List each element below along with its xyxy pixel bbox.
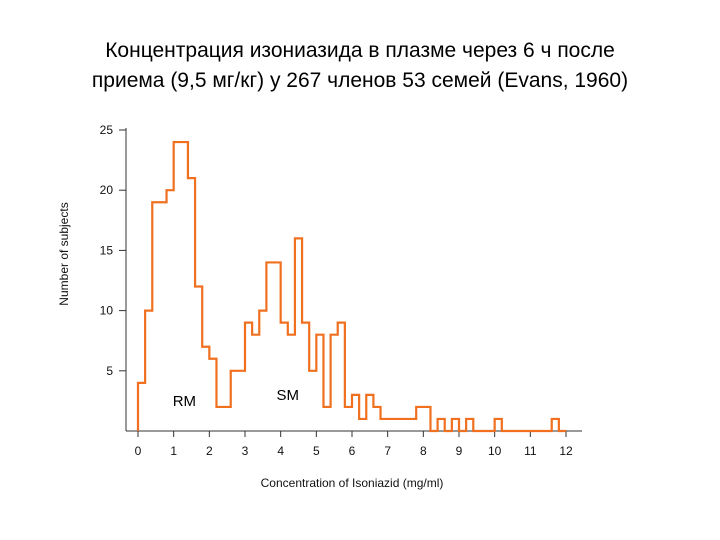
y-tick-label: 5 — [106, 364, 113, 378]
histogram-bin — [231, 371, 238, 431]
histogram-bin — [274, 262, 281, 431]
histogram-bin — [238, 371, 245, 431]
x-tick-label: 1 — [170, 444, 177, 458]
x-tick-label: 7 — [384, 444, 391, 458]
x-tick-label: 12 — [559, 444, 573, 458]
histogram-bin — [366, 395, 373, 431]
histogram-bin — [181, 142, 188, 431]
chart-annotations: RM SM — [173, 387, 299, 410]
histogram-bin — [266, 262, 273, 431]
histogram-bin — [159, 202, 166, 431]
y-tick-label: 20 — [100, 183, 114, 197]
x-tick-label: 5 — [313, 444, 320, 458]
histogram-bin — [359, 419, 366, 431]
x-tick-label: 8 — [420, 444, 427, 458]
title-line-2: приема (9,5 мг/кг) у 267 членов 53 семей… — [91, 69, 629, 92]
x-tick-label: 9 — [456, 444, 463, 458]
histogram-bin — [138, 383, 145, 431]
histogram-bin — [252, 335, 259, 431]
histogram-bin — [388, 419, 395, 431]
histogram-bin — [281, 323, 288, 431]
annotation-sm: SM — [277, 387, 300, 404]
histogram-bin — [195, 287, 202, 431]
histogram-bin — [309, 371, 316, 431]
x-tick-label: 3 — [242, 444, 249, 458]
histogram-bin — [352, 395, 359, 431]
histogram-bin — [316, 335, 323, 431]
histogram-bin — [145, 311, 152, 431]
histogram-bin — [416, 407, 423, 431]
histogram-bin — [202, 347, 209, 431]
histogram-bin — [338, 323, 345, 431]
histogram-bin — [259, 311, 266, 431]
histogram-bin — [224, 407, 231, 431]
histogram-bin — [495, 419, 502, 431]
histogram-bin — [438, 419, 445, 431]
x-tick-label: 6 — [349, 444, 356, 458]
title-line-1: Концентрация изониазида в плазме через 6… — [105, 39, 615, 62]
histogram-bin — [302, 323, 309, 431]
histogram-bin — [409, 419, 416, 431]
histogram-bin — [373, 407, 380, 431]
chart-marks — [136, 140, 566, 433]
histogram-bin — [174, 142, 181, 431]
x-axis-title: Concentration of Isoniazid (mg/ml) — [261, 476, 444, 490]
histogram-bin — [209, 359, 216, 431]
histogram-bin — [323, 407, 330, 431]
y-axis-title: Number of subjects — [57, 202, 71, 305]
histogram-bin — [345, 407, 352, 431]
x-tick-label: 10 — [488, 444, 502, 458]
histogram-bin — [381, 419, 388, 431]
y-tick-label: 15 — [100, 243, 114, 257]
histogram-bin — [423, 407, 430, 431]
x-tick-label: 4 — [277, 444, 284, 458]
page-title: Концентрация изониазида в плазме через 6… — [0, 36, 720, 96]
histogram-bin — [216, 407, 223, 431]
histogram-bin — [466, 419, 473, 431]
annotation-rm: RM — [173, 393, 196, 410]
histogram-bin — [331, 335, 338, 431]
histogram-bin — [552, 419, 559, 431]
x-tick-label: 2 — [206, 444, 213, 458]
x-tick-label: 11 — [524, 444, 537, 458]
histogram-bin — [152, 202, 159, 431]
y-tick-label: 10 — [100, 304, 114, 318]
y-tick-label: 25 — [100, 123, 114, 137]
histogram-bin — [452, 419, 459, 431]
histogram-bin — [402, 419, 409, 431]
x-tick-label: 0 — [135, 444, 142, 458]
histogram-bin — [245, 323, 252, 431]
histogram-bin — [288, 335, 295, 431]
histogram-outline — [136, 140, 566, 433]
histogram-bin — [395, 419, 402, 431]
